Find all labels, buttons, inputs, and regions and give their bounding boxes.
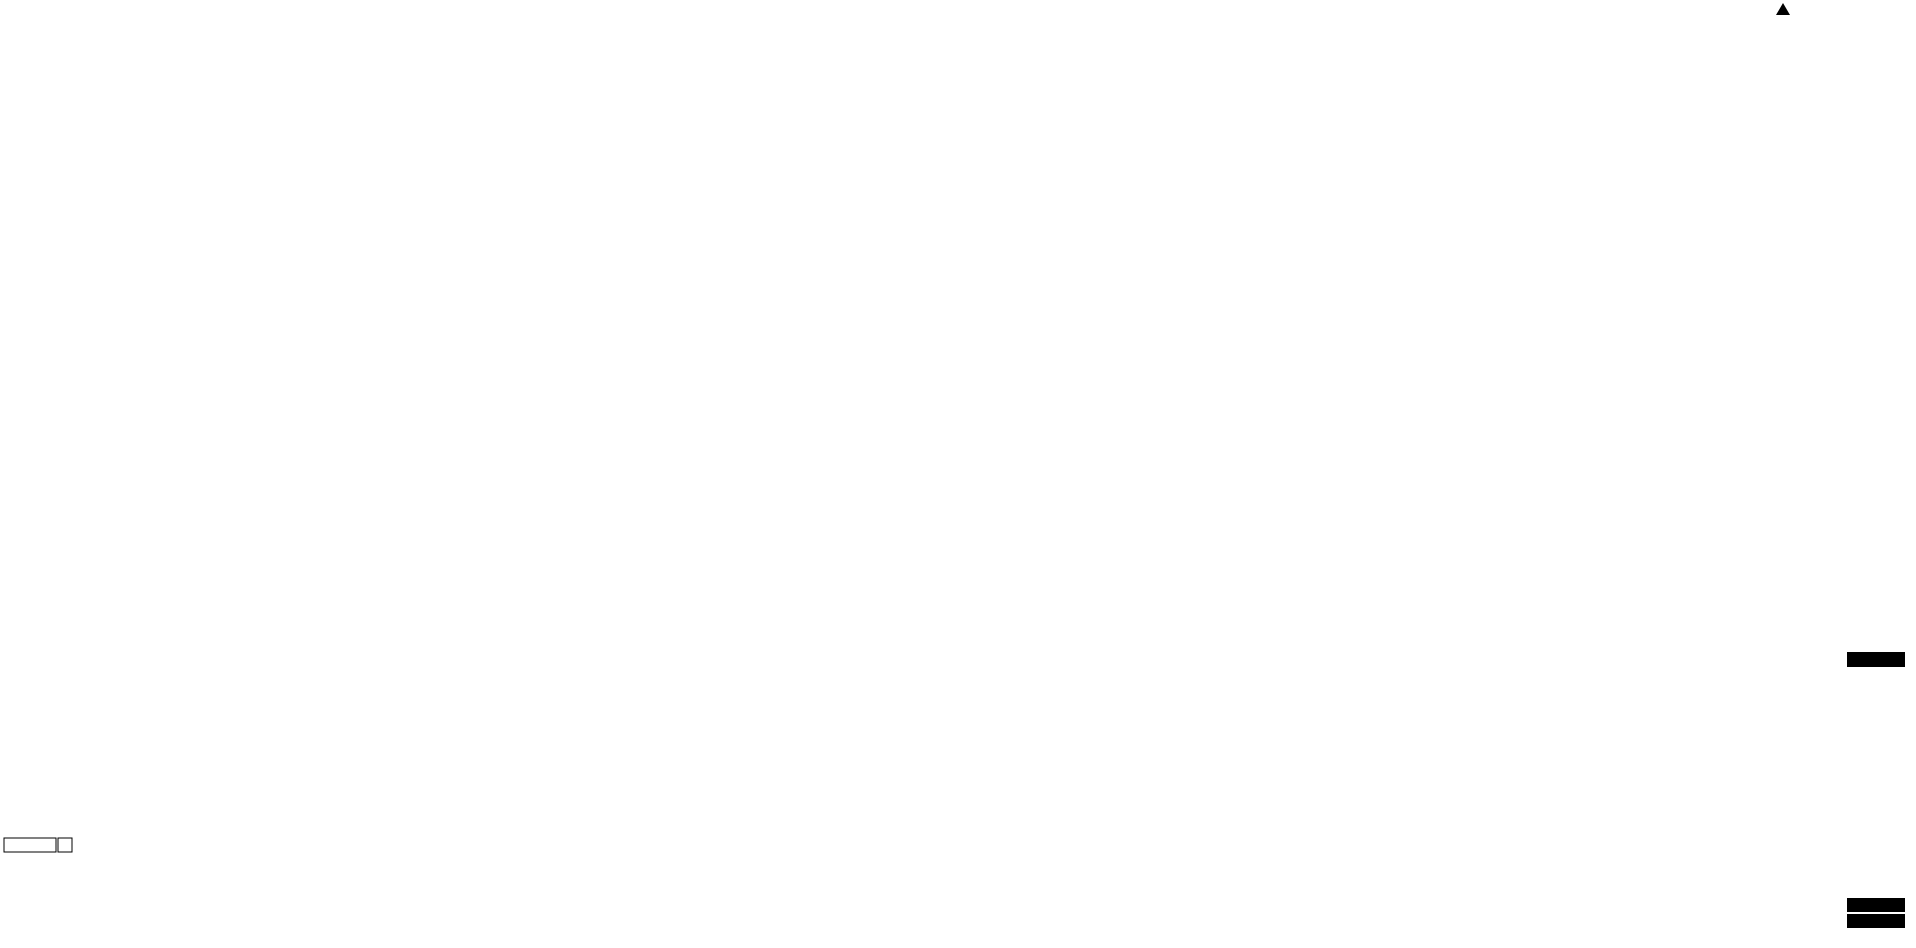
indicator-header — [3, 837, 73, 880]
up-arrow-icon — [1776, 3, 1790, 15]
stochastic-d-badge — [1847, 914, 1905, 928]
current-price-badge — [1847, 652, 1905, 667]
stochastic-k-badge — [1847, 898, 1905, 912]
indicator-add-button[interactable] — [57, 837, 73, 853]
